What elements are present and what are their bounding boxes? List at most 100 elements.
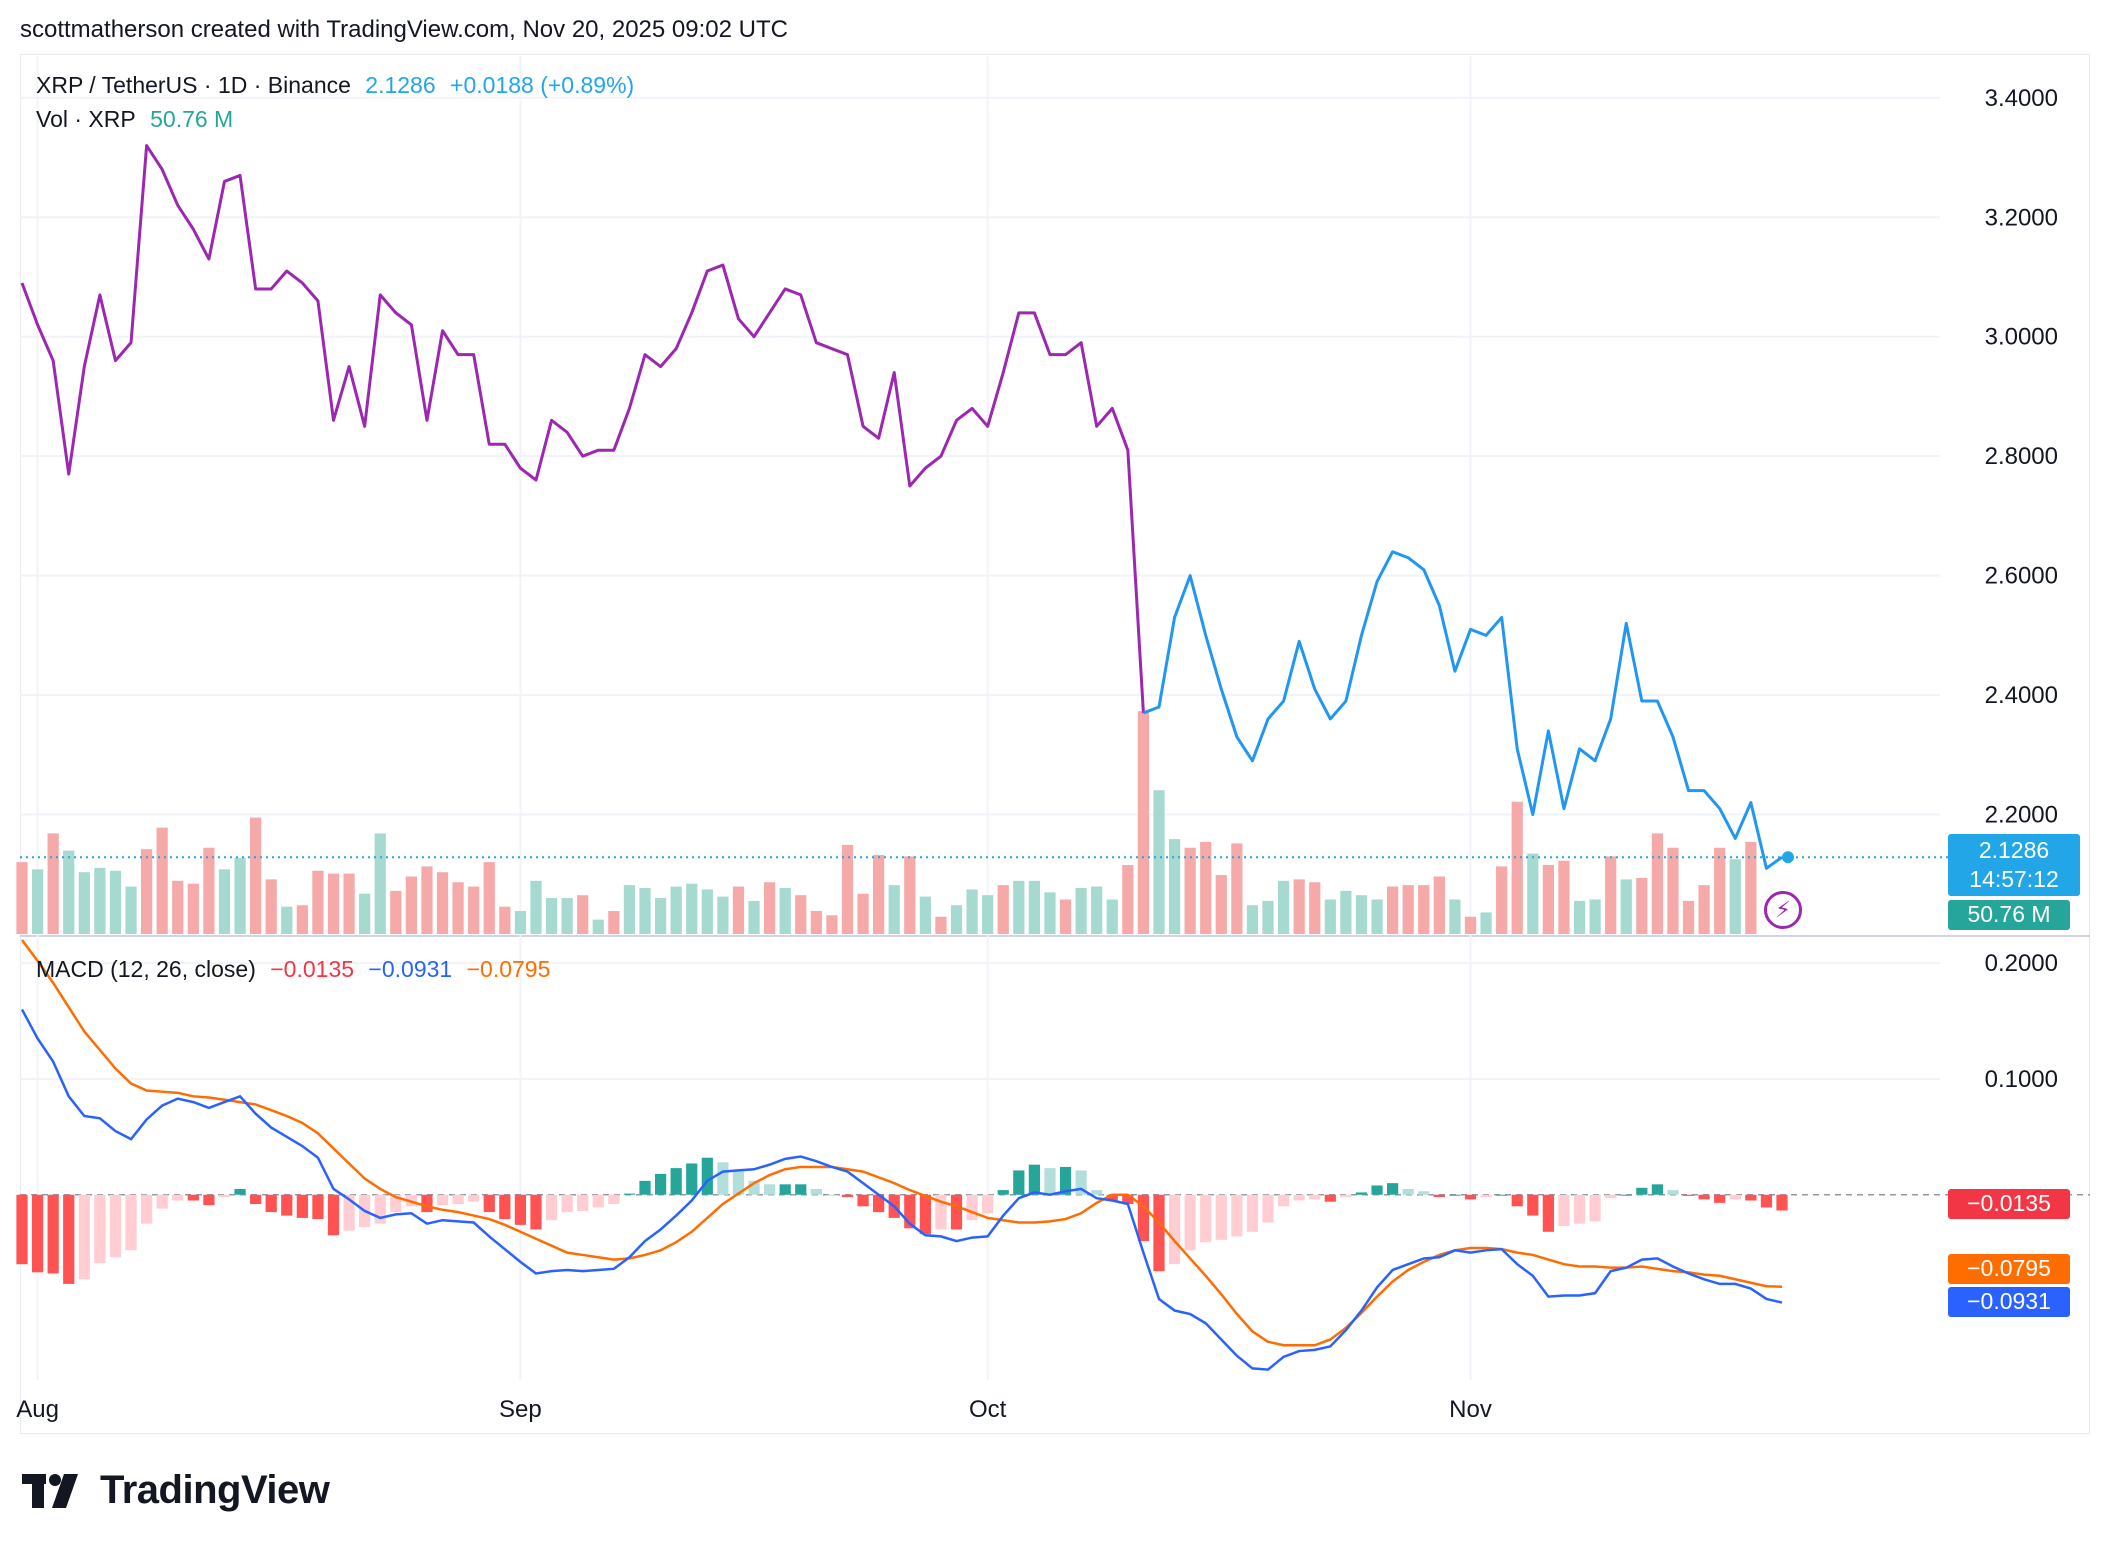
macd-histogram-bar <box>779 1184 791 1195</box>
macd-histogram-bar <box>63 1194 75 1284</box>
macd-histogram-bar <box>125 1194 137 1251</box>
volume-bar <box>950 905 963 934</box>
volume-bar <box>452 882 464 934</box>
macd-histogram-bar <box>795 1184 807 1195</box>
macd-line-tag: −0.0931 <box>1948 1287 2070 1317</box>
macd-histogram-bar <box>94 1194 106 1264</box>
macd-histogram-bar <box>826 1194 838 1196</box>
volume-bar <box>530 880 542 934</box>
macd-histogram-bar <box>156 1194 168 1209</box>
volume-bar <box>1605 856 1617 934</box>
symbol-title[interactable]: XRP / TetherUS · 1D · Binance <box>36 72 351 98</box>
volume-bar <box>1355 895 1368 934</box>
volume-bar <box>1137 711 1150 934</box>
volume-bar <box>421 866 433 934</box>
macd-histogram-bar <box>452 1194 464 1204</box>
macd-histogram-bar <box>1044 1168 1056 1195</box>
chart-credit: scottmatherson created with TradingView.… <box>20 16 788 43</box>
signal-series-line <box>20 939 1783 1347</box>
volume-bar <box>1184 847 1196 934</box>
price-tag-countdown: 14:57:12 <box>1969 866 2059 892</box>
macd-histogram-bar <box>1371 1185 1383 1195</box>
volume-bar <box>1059 899 1072 934</box>
volume-bar <box>873 854 885 934</box>
volume-bar <box>1636 877 1648 934</box>
macd-histogram-bar <box>654 1173 667 1195</box>
macd-title[interactable]: MACD (12, 26, close) <box>36 956 256 982</box>
macd-histogram-bar <box>1433 1194 1445 1198</box>
macd-histogram-bar <box>935 1194 947 1230</box>
volume-bar <box>234 857 246 934</box>
tradingview-logo[interactable]: TradingView <box>22 1468 330 1513</box>
volume-bar <box>748 900 760 934</box>
volume-bar <box>904 856 916 934</box>
volume-bar <box>623 885 636 934</box>
volume-bar <box>1028 880 1040 934</box>
volume-bar <box>670 886 682 934</box>
y-tick-label: 3.0000 <box>1985 324 2058 351</box>
volume-bar <box>1153 790 1165 934</box>
macd-histogram-bar <box>483 1194 495 1213</box>
y-tick-label: 3.2000 <box>1985 204 2058 231</box>
macd-histogram-bar <box>1402 1188 1414 1195</box>
volume-bar <box>1309 882 1321 934</box>
macd-histogram-bar <box>1745 1194 1757 1201</box>
volume-bar <box>1215 875 1227 934</box>
macd-signal-tag: −0.0795 <box>1948 1254 2070 1284</box>
macd-histogram-bar <box>748 1180 760 1195</box>
volume-bar <box>1293 879 1305 934</box>
volume-bar <box>826 915 838 934</box>
volume-bar <box>1387 886 1399 934</box>
y-tick-label: 0.2000 <box>1985 950 2058 977</box>
volume-bar <box>1511 801 1523 934</box>
macd-histogram-bar <box>1355 1192 1368 1195</box>
volume-bar <box>1371 899 1383 934</box>
volume-bar <box>1558 860 1570 934</box>
macd-histogram-bar <box>16 1194 28 1265</box>
lightning-icon[interactable]: ⚡ <box>1764 891 1802 929</box>
macd-legend: MACD (12, 26, close) −0.0135 −0.0931 −0.… <box>36 956 558 983</box>
volume-bar <box>1651 833 1664 934</box>
macd-histogram-bar <box>1496 1194 1508 1196</box>
volume-bar <box>483 862 495 934</box>
macd-histogram-bar <box>265 1194 277 1213</box>
volume-title[interactable]: Vol · XRP <box>36 106 136 132</box>
macd-histogram-bar <box>1527 1194 1539 1216</box>
volume-bar <box>1277 880 1290 934</box>
macd-histogram-bar <box>1340 1194 1352 1198</box>
macd-histogram-bar <box>203 1194 215 1206</box>
macd-histogram-bar <box>639 1180 651 1195</box>
tradingview-logo-text: TradingView <box>100 1468 330 1512</box>
macd-histogram-bar <box>1776 1194 1788 1211</box>
volume-bar <box>1013 880 1025 934</box>
macd-histogram-bar <box>1106 1194 1118 1201</box>
macd-histogram-bar <box>234 1188 246 1195</box>
volume-bar <box>63 850 75 934</box>
macd-histogram-bar <box>1153 1194 1165 1272</box>
macd-histogram-bar <box>390 1194 402 1213</box>
macd-histogram-bar <box>904 1194 916 1229</box>
macd-histogram-bar <box>1651 1184 1664 1195</box>
macd-histogram-bar <box>343 1194 355 1231</box>
volume-bar <box>997 885 1009 934</box>
volume-bar <box>405 876 417 934</box>
volume-bar <box>1542 865 1554 934</box>
macd-histogram-bar <box>764 1184 776 1195</box>
x-tick-label: Aug <box>16 1396 59 1423</box>
volume-bar <box>545 898 558 934</box>
macd-histogram-bar <box>561 1194 573 1213</box>
macd-histogram-bar <box>1137 1194 1150 1242</box>
volume-bar <box>1340 890 1352 934</box>
macd-histogram-bar <box>421 1194 433 1213</box>
macd-histogram-bar <box>1480 1194 1492 1198</box>
macd-histogram-bar <box>47 1194 59 1274</box>
macd-histogram-bar <box>1418 1191 1430 1195</box>
volume-bar <box>654 898 667 934</box>
macd-histogram-bar <box>1636 1187 1648 1195</box>
macd-histogram-bar <box>1698 1194 1710 1200</box>
macd-histogram-bar <box>1231 1194 1243 1237</box>
volume-bar <box>1480 912 1492 934</box>
volume-bar <box>1044 892 1056 934</box>
price-series-line <box>20 144 1145 714</box>
